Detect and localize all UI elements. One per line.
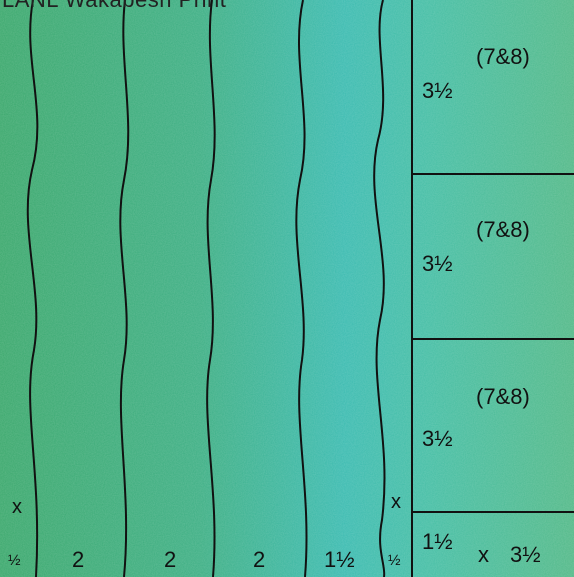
block-size-label: (7&8) — [476, 44, 530, 69]
strip-width-label: ½ — [8, 552, 21, 569]
cut-line-5 — [373, 0, 386, 577]
strip-width-label: 1½ — [324, 547, 355, 572]
block-width-label: 3½ — [422, 426, 453, 451]
cut-line-3 — [206, 0, 216, 577]
block-size-label: (7&8) — [476, 217, 530, 242]
cut-mark-right: x — [391, 491, 401, 513]
bottom-block-width-label: 3½ — [510, 542, 541, 567]
cut-mark-left: x — [12, 496, 22, 518]
strip-width-label: 2 — [253, 547, 266, 572]
block-size-label: (7&8) — [476, 384, 530, 409]
cut-line-1 — [26, 0, 39, 577]
strip-width-label: 2 — [164, 547, 177, 572]
strip-width-label: ½ — [388, 552, 401, 569]
diagram-title: LANL Wakabesh Print — [2, 0, 226, 13]
strip-width-label: 2 — [72, 547, 85, 572]
cut-line-4 — [295, 0, 308, 577]
bottom-block-height-label: 1½ — [422, 529, 453, 554]
block-width-label: 3½ — [422, 78, 453, 103]
block-width-label: 3½ — [422, 251, 453, 276]
bottom-block-times: x — [478, 542, 489, 567]
cut-line-2 — [119, 0, 130, 577]
